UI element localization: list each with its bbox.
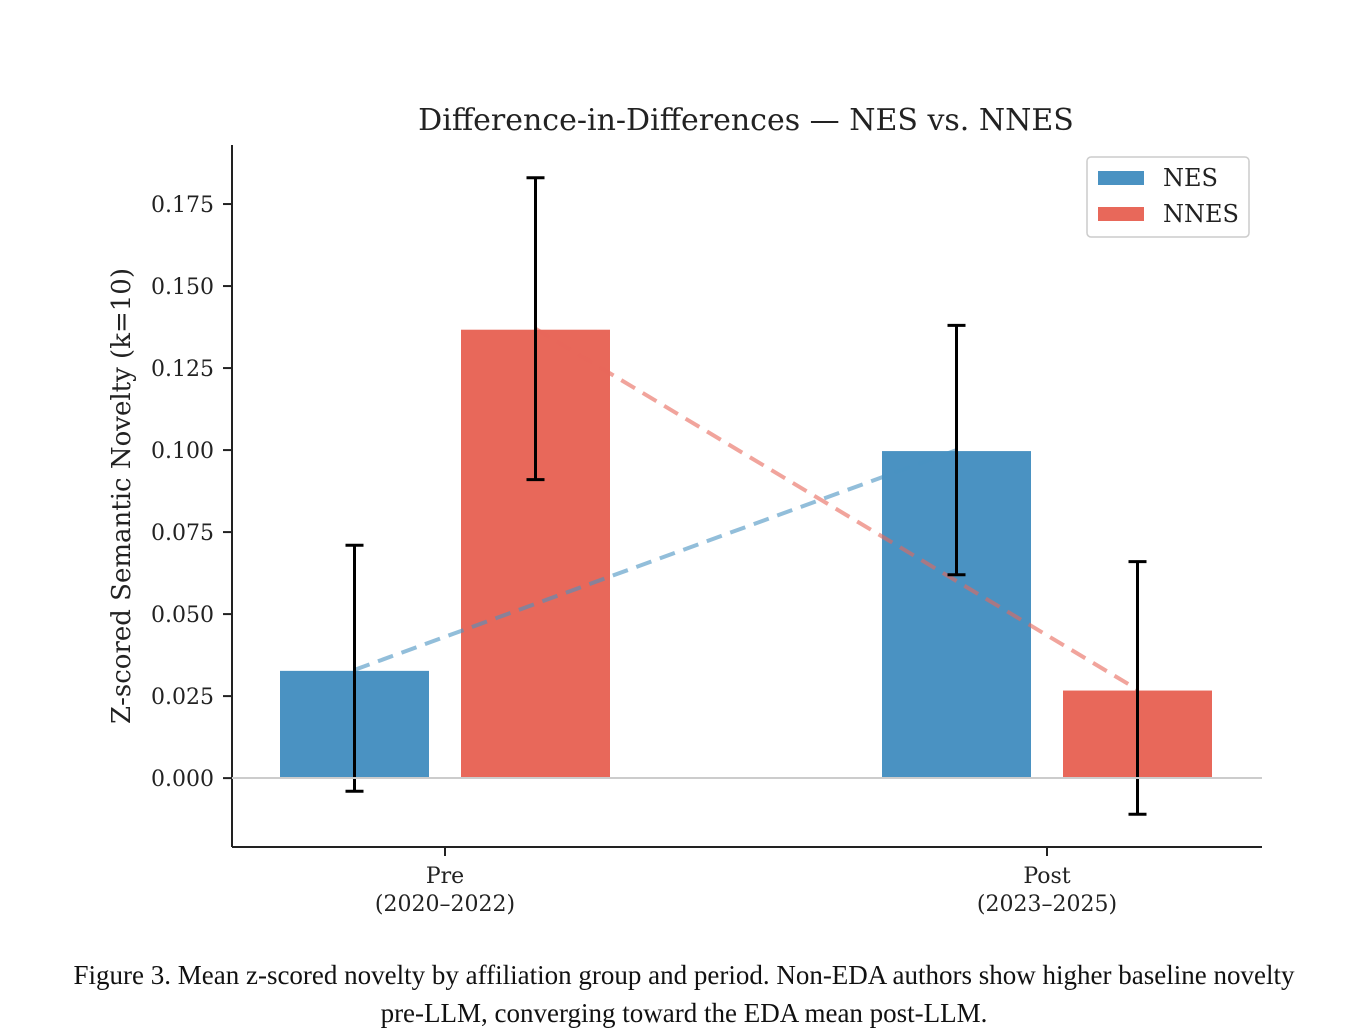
x-tick-label-years: (2020–2022): [375, 892, 515, 917]
chart-title: Difference-in-Differences — NES vs. NNES: [418, 103, 1074, 138]
y-tick-label: 0.075: [151, 521, 214, 546]
legend-label-nes: NES: [1163, 164, 1218, 192]
y-ticks: 0.000 0.025 0.050 0.075 0.100 0.125 0.150 0.175: [151, 193, 232, 792]
legend-swatch-nes: [1098, 171, 1144, 185]
y-axis-label: Z-scored Semantic Novelty (k=10): [107, 268, 137, 724]
caption-line-1: Figure 3. Mean z-scored novelty by affil…: [73, 960, 1295, 990]
bars: [278, 327, 1214, 780]
y-tick-label: 0.000: [151, 767, 214, 792]
y-tick-label: 0.125: [151, 357, 214, 382]
legend-label-nnes: NNES: [1163, 200, 1239, 228]
y-tick-label: 0.025: [151, 685, 214, 710]
trend-line-nnes: [534, 326, 1139, 692]
x-tick-label-period: Post: [1023, 864, 1070, 889]
did-bar-chart: Difference-in-Differences — NES vs. NNES…: [107, 103, 1262, 917]
x-tick-label-years: (2023–2025): [977, 892, 1117, 917]
y-tick-label: 0.050: [151, 603, 214, 628]
x-tick-label-period: Pre: [426, 864, 464, 889]
axes: [231, 145, 1262, 848]
y-tick-label: 0.150: [151, 275, 214, 300]
error-bars: [345, 176, 1147, 816]
y-tick-label: 0.175: [151, 193, 214, 218]
trend-lines: [353, 326, 1139, 692]
x-tick-labels: Pre (2020–2022) Post (2023–2025): [375, 847, 1117, 917]
y-tick-label: 0.100: [151, 439, 214, 464]
legend: NES NNES: [1086, 156, 1250, 238]
trend-line-nes: [353, 448, 958, 672]
caption-line-2: pre-LLM, converging toward the EDA mean …: [380, 998, 988, 1028]
legend-swatch-nnes: [1098, 207, 1144, 221]
figure-caption: Figure 3. Mean z-scored novelty by affil…: [0, 956, 1368, 1032]
